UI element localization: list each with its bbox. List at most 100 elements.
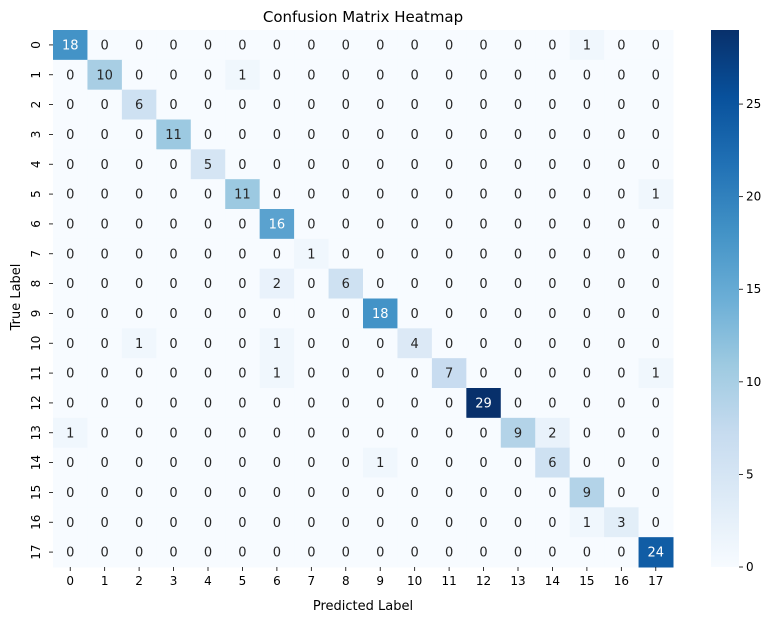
heatmap-cell-label-11-4: 0 [204, 367, 212, 382]
heatmap-cell-11-0 [53, 358, 88, 389]
heatmap-cell-7-15 [569, 238, 605, 270]
heatmap-cell-17-7 [294, 537, 330, 568]
heatmap-cell-label-4-1: 0 [101, 158, 109, 173]
heatmap-cell-17-17 [638, 537, 674, 568]
heatmap-cell-10-13 [500, 328, 536, 359]
heatmap-cell-9-6 [259, 298, 295, 329]
heatmap-cell-6-8 [328, 209, 364, 240]
heatmap-cell-label-10-11: 0 [445, 337, 453, 352]
heatmap-cell-16-2 [121, 507, 157, 538]
heatmap-cell-1-5 [225, 59, 261, 91]
heatmap-cell-label-16-5: 0 [238, 516, 246, 531]
heatmap-cell-label-13-7: 0 [307, 426, 315, 441]
heatmap-cell-1-2 [121, 59, 157, 91]
heatmap-cell-label-9-4: 0 [204, 307, 212, 322]
heatmap-cell-12-6 [259, 388, 295, 419]
heatmap-cell-label-15-3: 0 [169, 486, 177, 501]
heatmap-cell-label-5-16: 0 [617, 188, 625, 203]
heatmap-cell-label-8-13: 0 [514, 277, 522, 292]
heatmap-cell-3-14 [535, 119, 571, 150]
heatmap-cell-2-9 [363, 89, 398, 120]
heatmap-cell-label-15-11: 0 [445, 486, 453, 501]
heatmap-cell-13-8 [328, 417, 364, 449]
heatmap-cell-17-4 [190, 537, 226, 568]
heatmap-cell-label-13-0: 1 [66, 426, 74, 441]
heatmap-cell-label-15-13: 0 [514, 486, 522, 501]
heatmap-cell-14-5 [225, 447, 261, 478]
heatmap-cell-label-8-3: 0 [169, 277, 177, 292]
heatmap-cell-label-5-3: 0 [169, 188, 177, 203]
heatmap-cell-label-12-13: 0 [514, 396, 522, 411]
heatmap-cell-16-13 [500, 507, 536, 538]
x-tick-label-14: 14 [545, 574, 560, 588]
heatmap-cell-label-13-15: 0 [583, 426, 591, 441]
heatmap-cell-10-2 [121, 328, 157, 359]
heatmap-cell-10-15 [569, 328, 605, 359]
heatmap-cell-label-5-13: 0 [514, 188, 522, 203]
heatmap-cell-14-0 [53, 447, 88, 478]
heatmap-cell-11-10 [397, 358, 433, 389]
heatmap-cell-7-9 [363, 238, 398, 270]
heatmap-cell-1-3 [156, 59, 192, 91]
heatmap-cell-label-7-9: 0 [376, 247, 384, 262]
colorbar-tick-label-25: 25 [746, 97, 761, 111]
heatmap-cell-label-12-1: 0 [101, 396, 109, 411]
heatmap-cell-label-6-0: 0 [66, 217, 74, 232]
heatmap-cell-5-10 [397, 179, 433, 210]
heatmap-cell-0-5 [225, 30, 261, 61]
heatmap-cell-9-11 [431, 298, 467, 329]
heatmap-cell-label-14-0: 0 [66, 456, 74, 471]
heatmap-cell-label-17-12: 0 [479, 546, 487, 561]
heatmap-cell-16-8 [328, 507, 364, 538]
heatmap-cell-6-4 [190, 209, 226, 240]
heatmap-cell-label-1-3: 0 [169, 68, 177, 83]
heatmap-cell-8-15 [569, 268, 605, 299]
heatmap-cell-label-17-11: 0 [445, 546, 453, 561]
heatmap-cell-14-14 [535, 447, 571, 478]
heatmap-cell-10-7 [294, 328, 330, 359]
heatmap-cell-label-11-9: 0 [376, 367, 384, 382]
heatmap-cell-label-6-13: 0 [514, 217, 522, 232]
heatmap-cell-label-11-17: 1 [652, 367, 660, 382]
heatmap-cell-label-17-7: 0 [307, 546, 315, 561]
heatmap-cell-label-10-1: 0 [101, 337, 109, 352]
heatmap-cell-11-12 [466, 358, 502, 389]
heatmap-cell-label-3-1: 0 [101, 128, 109, 143]
heatmap-cell-label-3-4: 0 [204, 128, 212, 143]
heatmap-cell-11-5 [225, 358, 261, 389]
heatmap-cell-4-11 [431, 149, 467, 180]
heatmap-cell-label-3-6: 0 [273, 128, 281, 143]
x-tick-label-3: 3 [170, 574, 178, 588]
heatmap-cell-5-17 [638, 179, 674, 210]
y-tick-label-6: 6 [29, 220, 43, 228]
heatmap-cell-label-11-0: 0 [66, 367, 74, 382]
heatmap-cell-label-17-9: 0 [376, 546, 384, 561]
heatmap-cell-label-11-1: 0 [101, 367, 109, 382]
heatmap-cell-label-4-12: 0 [479, 158, 487, 173]
heatmap-cell-17-14 [535, 537, 571, 568]
heatmap-cell-15-3 [156, 477, 192, 508]
heatmap-cell-label-15-8: 0 [342, 486, 350, 501]
heatmap-cell-label-9-16: 0 [617, 307, 625, 322]
heatmap-cell-label-8-2: 0 [135, 277, 143, 292]
heatmap-cell-4-13 [500, 149, 536, 180]
heatmap-cell-label-11-5: 0 [238, 367, 246, 382]
heatmap-cell-label-5-15: 0 [583, 188, 591, 203]
heatmap-cell-10-14 [535, 328, 571, 359]
heatmap-cell-10-17 [638, 328, 674, 359]
x-tick-label-8: 8 [342, 574, 350, 588]
heatmap-cell-label-14-7: 0 [307, 456, 315, 471]
heatmap-cell-7-2 [121, 238, 157, 270]
heatmap-cell-label-1-12: 0 [479, 68, 487, 83]
heatmap-cell-2-6 [259, 89, 295, 120]
heatmap-cell-14-13 [500, 447, 536, 478]
heatmap-cell-2-5 [225, 89, 261, 120]
heatmap-cell-2-13 [500, 89, 536, 120]
heatmap-cell-label-14-13: 0 [514, 456, 522, 471]
heatmap-cell-15-16 [604, 477, 640, 508]
heatmap-cell-label-5-9: 0 [376, 188, 384, 203]
heatmap-cell-label-12-6: 0 [273, 396, 281, 411]
heatmap-cell-label-3-13: 0 [514, 128, 522, 143]
y-tick-label-14: 14 [29, 455, 43, 470]
